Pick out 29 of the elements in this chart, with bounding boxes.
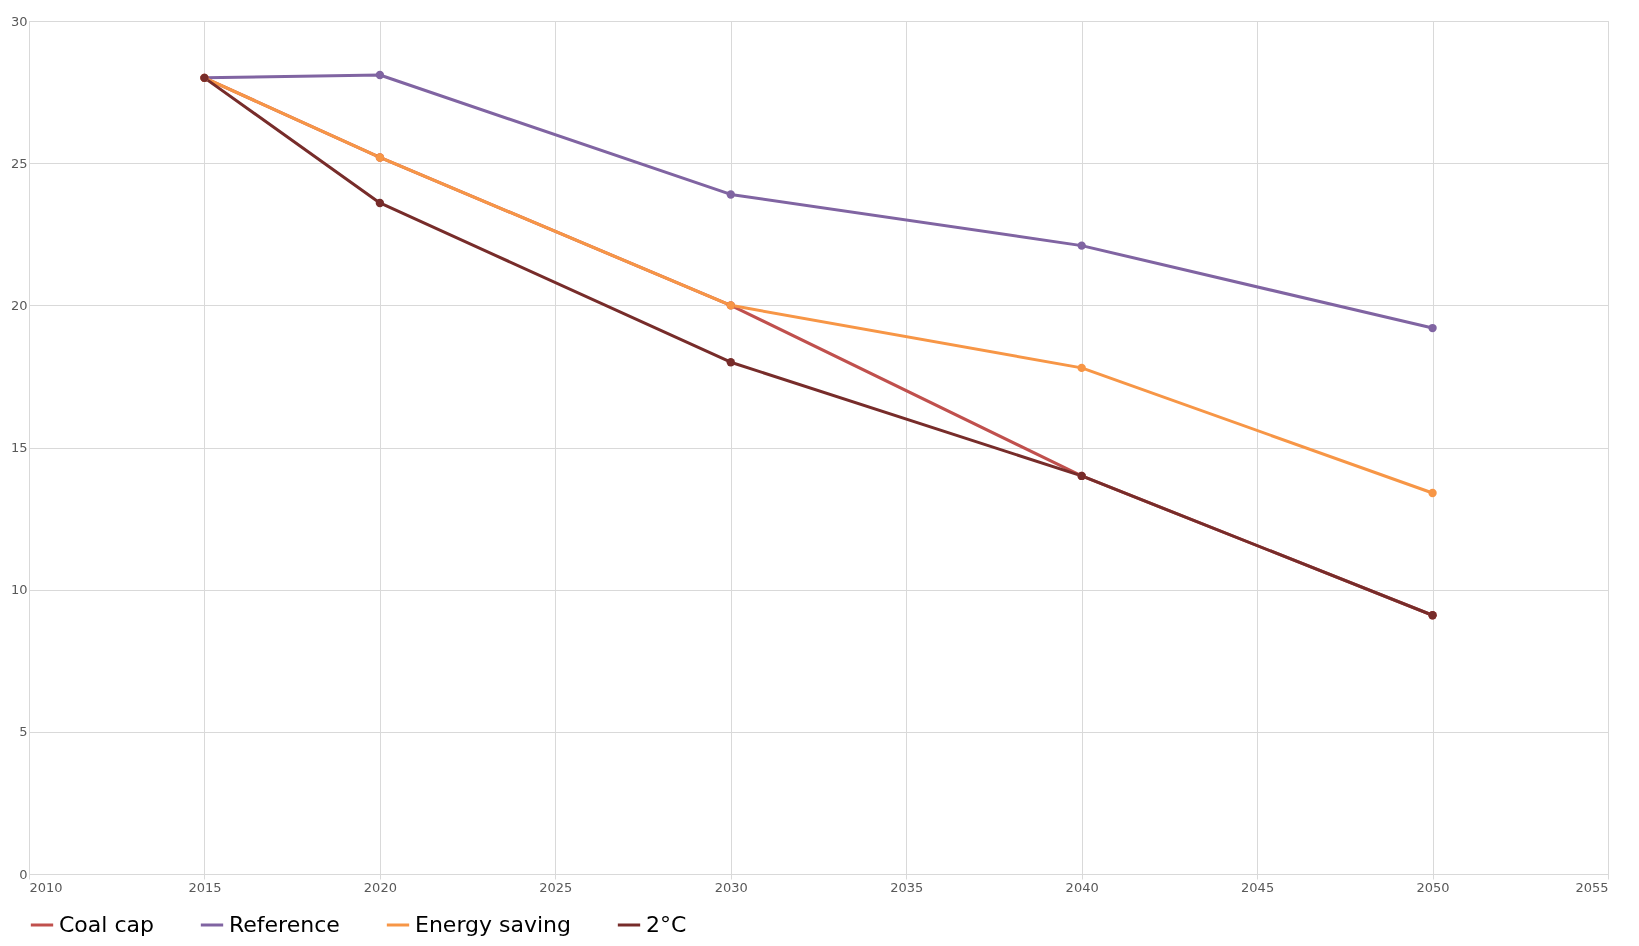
x-tick-label: 2050 — [1416, 879, 1450, 895]
point — [375, 70, 385, 80]
point — [726, 358, 735, 367]
point — [726, 190, 735, 199]
y-tick-label: 25 — [10, 155, 28, 171]
y-tick-label: 20 — [10, 297, 28, 313]
x-tick-label: 2040 — [1065, 879, 1099, 895]
x-tick-label: 2020 — [363, 879, 397, 895]
x-tick-label: 2025 — [539, 879, 573, 895]
point — [1077, 241, 1086, 250]
x-tick-label: 2010 — [29, 879, 63, 895]
legend-label: Energy saving — [415, 912, 571, 937]
legend-label: Reference — [229, 912, 340, 937]
y-tick-label: 15 — [10, 440, 28, 455]
y-tick-label: 10 — [10, 582, 28, 598]
legend-label: Coal cap — [59, 912, 154, 937]
point — [1428, 323, 1437, 333]
y-tick-label: 5 — [19, 724, 28, 740]
point — [1077, 363, 1086, 373]
y-tick-label: 0 — [19, 866, 28, 882]
x-tick-label: 2030 — [714, 879, 748, 895]
point — [375, 198, 385, 208]
point — [1428, 488, 1437, 498]
y-tick-label: 30 — [10, 13, 28, 29]
legend-label: 2°C — [646, 912, 687, 937]
x-tick-label: 2015 — [188, 879, 222, 895]
x-tick-label: 2055 — [1575, 879, 1609, 895]
x-tick-label: 2035 — [890, 879, 924, 895]
x-tick-label: 2045 — [1241, 879, 1275, 895]
